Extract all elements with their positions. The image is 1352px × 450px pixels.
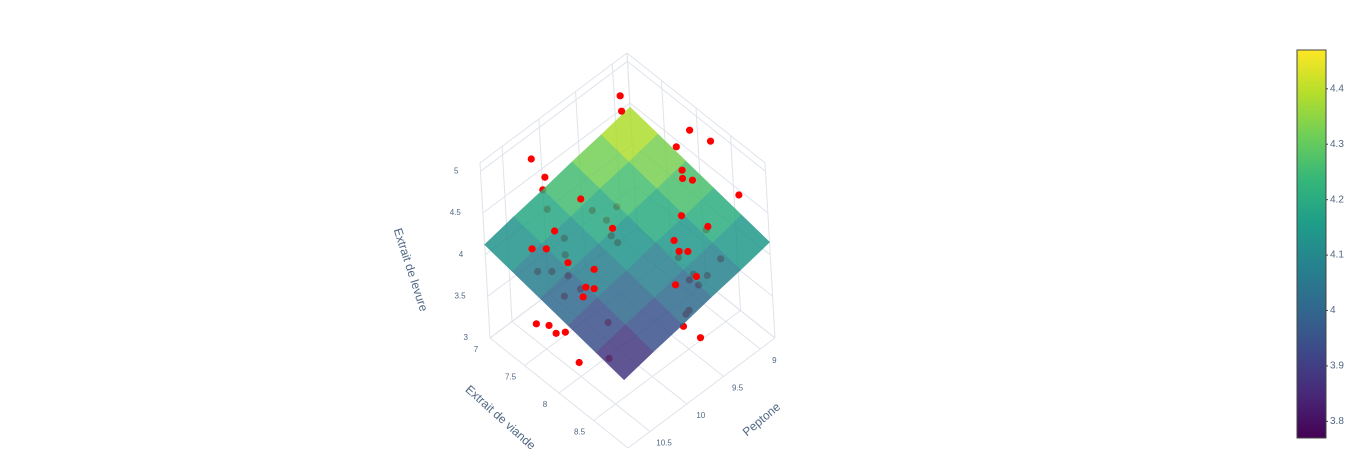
scatter-point — [532, 320, 540, 328]
colorbar-tick-label: 3.8 — [1330, 416, 1344, 427]
z-tick-label: 5 — [454, 166, 459, 175]
scatter-point — [545, 321, 553, 330]
scatter-point — [582, 283, 590, 291]
colorbar-tick-label: 4.4 — [1330, 83, 1344, 94]
grid-line — [511, 321, 651, 432]
scatter-point — [684, 247, 692, 256]
axis-edge — [627, 337, 776, 449]
scatter-point — [672, 143, 680, 151]
scatter-point — [577, 195, 585, 203]
colorbar-tick-label: 4.1 — [1330, 250, 1344, 261]
x-tick-label: 8.5 — [574, 428, 586, 437]
scatter-point — [579, 293, 587, 301]
x-tick-label: 8 — [543, 400, 548, 409]
y-tick-label: 9 — [772, 356, 777, 365]
grid-line — [480, 60, 628, 172]
colorbar-tick-label: 4 — [1330, 305, 1336, 316]
colorbar: 3.8 3.9 4 4.1 4.2 4.3 4.4 — [1296, 49, 1344, 439]
scatter-point — [542, 245, 550, 253]
grid-line — [482, 102, 631, 214]
scatter-point — [670, 236, 678, 245]
scatter-point — [552, 329, 560, 337]
x-tick-label: 7 — [474, 345, 479, 354]
axis-edge — [479, 52, 628, 164]
scatter-point — [608, 224, 617, 232]
scatter-point — [677, 212, 686, 220]
scatter-point — [704, 222, 712, 231]
x-tick-label: 7.5 — [505, 373, 517, 382]
grid-line — [629, 102, 769, 214]
surface-cell — [595, 324, 654, 381]
scatter-point — [678, 174, 687, 183]
z-tick-label: 3.5 — [454, 291, 466, 300]
scatter-point — [675, 247, 683, 255]
y-tick-label: 10 — [696, 411, 705, 420]
scatter-point — [692, 272, 701, 281]
colorbar-tick-label: 4.2 — [1330, 194, 1344, 205]
z-tick-label: 4.5 — [450, 208, 462, 217]
scatter-point — [678, 166, 686, 174]
scatter-point — [564, 259, 572, 267]
scatter-point — [671, 281, 680, 289]
grid-line — [593, 310, 741, 421]
scatter-point — [688, 176, 697, 184]
axis-edge — [764, 162, 776, 339]
scatter-point — [617, 107, 626, 115]
scatter-point — [550, 227, 559, 235]
scatter-point — [527, 155, 535, 163]
scatter-point — [590, 285, 598, 293]
y-tick-label: 9.5 — [732, 384, 744, 393]
scatter-point — [735, 191, 743, 199]
y-axis-title: Peptone — [740, 399, 783, 439]
axis-edge — [479, 162, 491, 339]
z-axis-title: Extrait de levure — [391, 226, 431, 313]
scatter-point — [616, 92, 624, 100]
points-above — [527, 92, 743, 301]
z-tick-label: 4 — [459, 250, 464, 259]
z-tick-label: 3 — [464, 333, 469, 342]
x-axis-title: Extrait de viande — [463, 382, 539, 450]
scatter-point — [590, 265, 598, 273]
y-tick-label: 10.5 — [656, 439, 672, 448]
colorbar-tick-label: 4.3 — [1330, 139, 1344, 150]
grid-line — [627, 60, 766, 172]
scatter-point — [528, 245, 536, 253]
scatter-point — [706, 137, 715, 145]
surface — [484, 106, 770, 381]
scatter-point — [686, 126, 694, 134]
scatter-point — [575, 358, 583, 367]
scatter-point — [696, 334, 705, 342]
scatter-point — [561, 328, 569, 336]
colorbar-scale — [1296, 49, 1327, 439]
colorbar-tick-label: 3.9 — [1330, 361, 1344, 372]
scatter-point — [541, 173, 549, 181]
